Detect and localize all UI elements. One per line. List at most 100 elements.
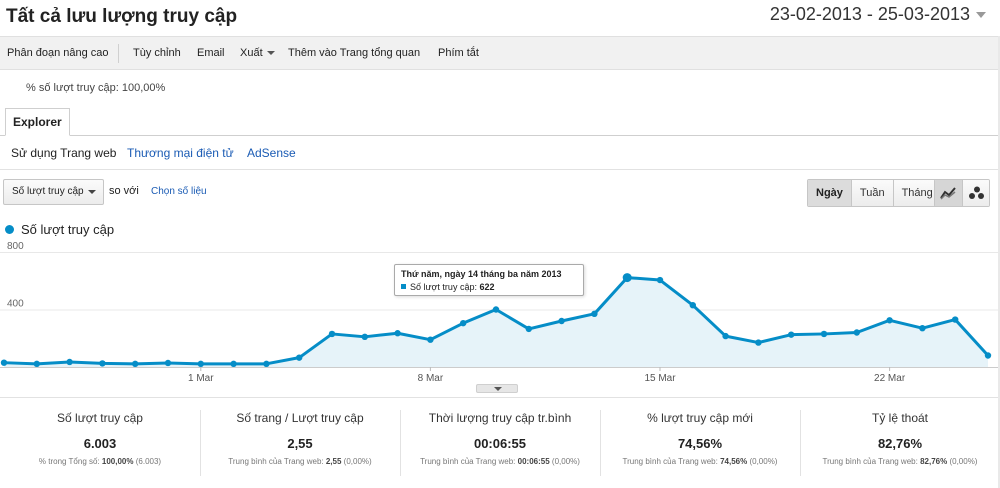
stat-label: Số lượt truy cập <box>57 411 143 425</box>
tooltip-metric: Số lượt truy cập <box>410 282 475 292</box>
stat-comparison: Trung bình của Trang web: 74,56% (0,00%) <box>622 457 778 466</box>
data-point <box>427 336 434 343</box>
data-point <box>328 330 336 338</box>
data-point <box>622 273 632 283</box>
metric-select[interactable]: Số lượt truy cập <box>3 179 104 205</box>
data-point <box>820 330 828 338</box>
report-toolbar: Phân đoạn nâng cao Tùy chỉnh Email Xuất … <box>0 36 1000 70</box>
granularity-day-button[interactable]: Ngày <box>808 180 851 206</box>
data-point <box>394 330 401 337</box>
data-point <box>722 332 729 340</box>
stat-pages-per-visit[interactable]: Số trang / Lượt truy cập 2,55 Trung bình… <box>200 398 400 488</box>
stat-label: % lượt truy cập mới <box>647 411 753 425</box>
stat-comparison: Trung bình của Trang web: 2,55 (0,00%) <box>228 457 372 466</box>
y-tick-label: 800 <box>7 241 24 252</box>
series-square-icon <box>401 284 406 289</box>
data-point <box>689 301 696 309</box>
data-point <box>197 360 204 368</box>
page-title: Tất cả lưu lượng truy cập <box>6 6 238 27</box>
stat-label: Số trang / Lượt truy cập <box>236 411 364 425</box>
data-point <box>66 358 73 366</box>
motion-chart-button[interactable] <box>962 180 989 206</box>
data-point <box>361 333 368 341</box>
data-point <box>984 352 992 359</box>
data-point <box>952 316 959 323</box>
scrollbar-track[interactable] <box>998 36 1000 488</box>
toolbar-divider <box>118 44 119 63</box>
data-point <box>525 325 532 333</box>
segment-summary: % số lượt truy cập: 100,00% <box>26 82 166 94</box>
subtab-adsense[interactable]: AdSense <box>247 146 296 160</box>
chart-collapse-handle[interactable] <box>476 384 518 393</box>
data-point <box>591 310 598 318</box>
export-button[interactable]: Xuất <box>240 47 275 59</box>
advanced-segments-button[interactable]: Phân đoạn nâng cao <box>7 47 109 59</box>
stat-comparison: Trung bình của Trang web: 82,76% (0,00%) <box>822 457 978 466</box>
data-point <box>164 359 172 367</box>
chevron-down-icon <box>88 190 96 194</box>
summary-scorecard: Số lượt truy cập 6.003 % trong Tổng số: … <box>0 397 1000 488</box>
line-chart-icon <box>940 187 956 200</box>
export-label: Xuất <box>240 47 263 59</box>
granularity-week-button[interactable]: Tuần <box>850 180 893 206</box>
data-point <box>99 360 106 367</box>
y-tick-label: 400 <box>7 299 24 310</box>
email-button[interactable]: Email <box>197 47 225 59</box>
tooltip-date: Thứ năm, ngày 14 tháng ba năm 2013 <box>401 269 562 279</box>
x-tick-label: 1 Mar <box>188 373 214 384</box>
chart-legend: Số lượt truy cập <box>5 222 114 237</box>
data-point <box>460 319 467 327</box>
select-metric-link[interactable]: Chọn số liệu <box>151 186 207 197</box>
tab-explorer[interactable]: Explorer <box>5 108 70 136</box>
data-point <box>886 317 893 324</box>
stat-value: 2,55 <box>287 436 313 451</box>
tooltip-row: Số lượt truy cập: 622 <box>401 281 577 294</box>
stat-visits[interactable]: Số lượt truy cập 6.003 % trong Tổng số: … <box>0 398 200 488</box>
chart-type-toggle <box>934 179 990 207</box>
date-range-picker[interactable]: 23-02-2013 - 25-03-2013 <box>769 4 970 24</box>
stat-label: Thời lượng truy cập tr.bình <box>428 411 572 425</box>
subtab-site-usage[interactable]: Sử dụng Trang web <box>11 146 117 160</box>
data-point <box>230 360 237 368</box>
data-point <box>263 360 270 368</box>
stat-label: Tỷ lệ thoát <box>871 411 929 425</box>
motion-chart-icon <box>968 186 984 199</box>
chevron-down-icon[interactable] <box>976 12 986 18</box>
data-point <box>132 360 139 368</box>
series-dot-icon <box>5 225 14 234</box>
line-chart-button[interactable] <box>935 180 962 206</box>
customize-button[interactable]: Tùy chỉnh <box>133 47 181 59</box>
data-point <box>788 331 795 338</box>
stat-value: 00:06:55 <box>473 436 527 451</box>
stat-avg-visit-duration[interactable]: Thời lượng truy cập tr.bình 00:06:55 Tru… <box>400 398 600 488</box>
tooltip-value: 622 <box>479 282 495 292</box>
data-point <box>0 359 8 366</box>
x-tick-label: 8 Mar <box>418 373 444 384</box>
divider <box>0 169 1000 170</box>
data-point <box>919 324 926 332</box>
chevron-down-icon <box>266 51 275 56</box>
data-point <box>33 360 40 368</box>
add-to-dashboard-button[interactable]: Thêm vào Trang tổng quan <box>288 47 421 59</box>
stat-value: 6.003 <box>83 436 117 451</box>
stat-bounce-rate[interactable]: Tỷ lệ thoát 82,76% Trung bình của Trang … <box>800 398 1000 488</box>
data-point <box>296 354 303 361</box>
stat-value: 82,76% <box>877 436 923 451</box>
data-point <box>492 306 500 313</box>
x-tick-label: 15 Mar <box>644 373 676 384</box>
report-tabs: Explorer <box>0 108 1000 136</box>
data-point <box>853 329 860 336</box>
shortcut-button[interactable]: Phím tắt <box>438 47 479 59</box>
report-header: Tất cả lưu lượng truy cập 23-02-2013 - 2… <box>0 0 1000 36</box>
stat-new-visits[interactable]: % lượt truy cập mới 74,56% Trung bình củ… <box>600 398 800 488</box>
chart-tooltip: Thứ năm, ngày 14 tháng ba năm 2013 Số lư… <box>394 264 584 296</box>
granularity-month-button[interactable]: Tháng <box>892 180 941 206</box>
series-area <box>4 277 988 367</box>
stat-comparison: % trong Tổng số: 100,00% (6.003) <box>38 457 162 466</box>
visits-line-chart[interactable]: 400 800 1 Mar 8 Mar 15 Mar 22 Mar <box>0 240 998 386</box>
stat-comparison: Trung bình của Trang web: 00:06:55 (0,00… <box>420 457 580 466</box>
legend-series-label: Số lượt truy cập <box>21 222 115 237</box>
data-point <box>755 339 762 346</box>
data-point <box>558 317 565 325</box>
subtab-ecommerce[interactable]: Thương mại điện tử <box>127 146 234 160</box>
